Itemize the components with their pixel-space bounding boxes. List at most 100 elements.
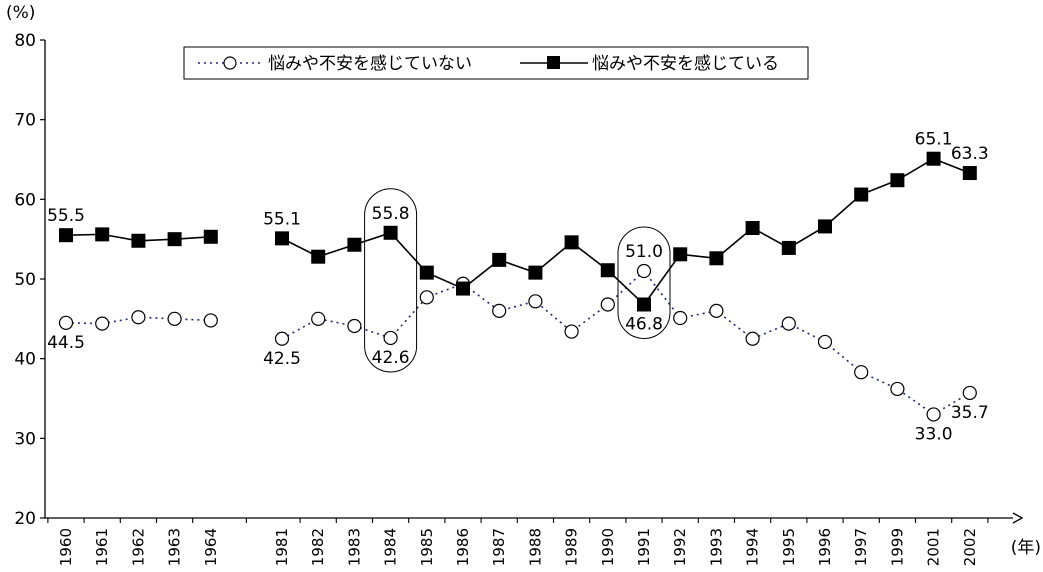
x-tick-label: 1962 [129,528,147,566]
x-tick-label: 1997 [852,528,870,566]
data-point [274,331,290,346]
data-label: 65.1 [915,130,953,150]
data-point [59,228,73,243]
data-point [564,324,579,339]
data-point [817,334,833,350]
data-label: 42.6 [372,348,410,368]
data-point [311,249,326,264]
data-point [167,232,182,247]
data-point [600,297,615,312]
data-point [781,240,796,255]
data-label: 55.8 [372,204,410,224]
x-tick-label: 1982 [309,528,327,566]
legend-box [183,46,809,80]
x-tick-label: 1987 [490,528,508,566]
data-label: 33.0 [915,424,953,444]
data-label: 55.1 [263,209,301,229]
data-point [890,173,905,188]
data-point [637,297,651,312]
series-markers [58,151,977,422]
data-point [673,247,688,262]
x-tick-label: 1993 [707,528,725,566]
y-tick-label: 30 [14,429,36,449]
data-label: 63.3 [951,144,989,164]
data-point [528,265,543,280]
data-point [347,318,362,334]
data-point [131,233,146,248]
highlight-ovals [364,188,671,373]
x-tick-label: 1981 [273,528,291,566]
x-tick-label: 1963 [166,528,184,566]
data-point [962,385,977,401]
data-point [528,294,543,309]
legend-label-not-anxious: 悩みや不安を感じていない [268,54,472,74]
data-point [781,316,796,331]
data-point [745,221,760,236]
x-tick-label: 2001 [925,528,943,566]
x-tick-label: 1961 [93,528,111,566]
data-point [311,311,326,326]
data-label: 44.5 [47,333,85,353]
x-tick-label: 1986 [454,528,472,566]
data-point [456,281,470,296]
data-point [95,227,110,242]
x-tick-label: 1994 [744,528,762,566]
data-point [419,265,434,280]
x-tick-label: 1985 [418,528,436,566]
data-label: 35.7 [951,403,989,423]
data-point [383,225,398,240]
data-point [818,219,832,234]
data-label: 46.8 [625,314,663,334]
x-tick-label: 1960 [57,528,75,566]
y-tick-label: 20 [14,509,36,529]
legend-label-anxious: 悩みや不安を感じている [592,54,779,74]
y-tick-label: 60 [14,190,36,210]
legend-marker-anxious [547,56,560,69]
y-tick-label: 70 [14,111,36,131]
data-point [383,330,398,346]
legend: 悩みや不安を感じていない 悩みや不安を感じている [183,46,809,80]
x-tick-label: 1964 [202,528,220,566]
y-tick-label: 50 [14,270,36,290]
highlight-oval [364,188,418,373]
x-tick-label: 1989 [563,528,581,566]
highlight-oval [617,226,671,339]
data-label: 42.5 [263,349,301,369]
data-point [419,290,434,305]
data-point [673,310,688,326]
data-point [492,252,507,267]
data-point [962,166,977,181]
x-tick-label: 1990 [599,528,617,566]
data-point [709,303,724,318]
data-point [347,237,362,252]
data-point [203,229,218,244]
data-point [926,407,941,422]
data-point [203,313,218,328]
x-tick-label: 2002 [961,528,979,566]
data-label: 51.0 [625,242,663,262]
data-point [600,263,615,278]
data-point [926,151,941,166]
x-tick-label: 1988 [526,528,544,566]
x-tick-label: 1983 [345,528,363,566]
x-tick-label: 1991 [635,528,653,566]
data-point [745,331,760,346]
data-label: 55.5 [47,206,85,226]
data-point [167,311,182,326]
data-point [58,315,74,330]
x-axis-arrow [1012,512,1024,524]
series-line [281,269,971,416]
data-point [890,381,905,397]
y-tick-label: 40 [14,350,36,370]
series-lines [65,157,971,416]
data-point [275,231,289,246]
data-point [564,235,579,250]
x-axis-unit: (年) [1011,538,1041,558]
x-tick-label: 1995 [780,528,798,566]
data-point [131,310,146,325]
x-tick-label: 1999 [888,528,906,566]
data-point [492,303,507,318]
y-axis-unit: (%) [6,3,35,23]
legend-marker-not-anxious [223,56,237,70]
